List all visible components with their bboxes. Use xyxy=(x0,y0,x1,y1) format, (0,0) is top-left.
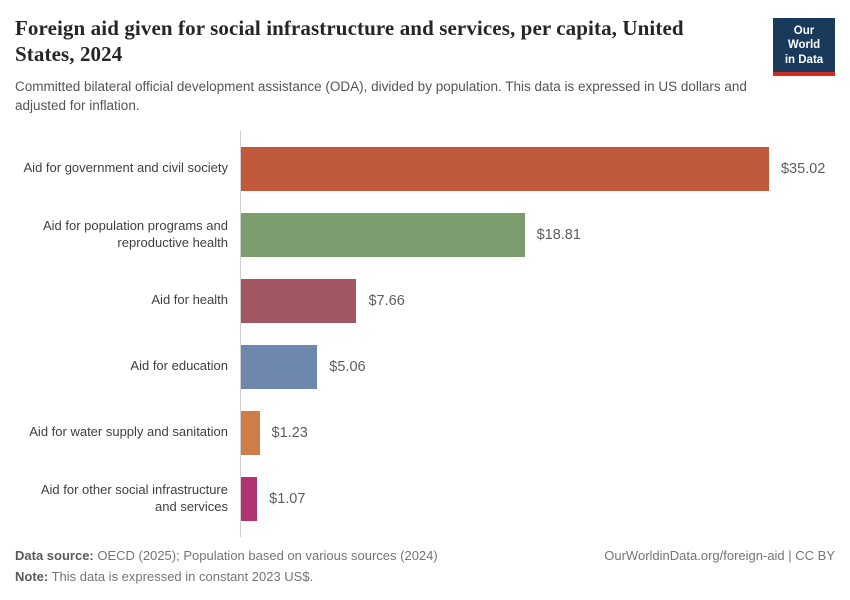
footer-link[interactable]: OurWorldinData.org/foreign-aid | CC BY xyxy=(604,548,835,564)
page-subtitle: Committed bilateral official development… xyxy=(15,79,747,114)
bar-track: $1.07 xyxy=(241,476,835,521)
value-label: $18.81 xyxy=(536,226,581,243)
chart-row: Aid for water supply and sanitation $1.2… xyxy=(29,400,835,466)
bar[interactable] xyxy=(241,278,357,323)
bar-track: $7.66 xyxy=(241,278,835,323)
bar[interactable] xyxy=(241,476,258,521)
data-source-line: Data source: OECD (2025); Population bas… xyxy=(15,546,438,567)
bar[interactable] xyxy=(241,146,769,191)
bar[interactable] xyxy=(241,212,525,257)
value-label: $5.06 xyxy=(329,358,366,375)
category-label: Aid for education xyxy=(130,358,228,374)
chart-rows: Aid for government and civil society $35… xyxy=(24,130,835,537)
category-label: Aid for population programs and reproduc… xyxy=(42,217,228,250)
value-label: $7.66 xyxy=(368,292,405,309)
category-label: Aid for other social infrastructure and … xyxy=(40,481,228,514)
owid-logo-line2: in Data xyxy=(784,53,824,66)
note-label: Note: xyxy=(15,569,49,585)
chart-row: Aid for health $7.66 xyxy=(151,268,835,334)
page-title: Foreign aid given for social infrastruct… xyxy=(15,16,684,66)
bar-track: $35.02 xyxy=(241,146,835,191)
bar[interactable] xyxy=(241,410,260,455)
chart-row: Aid for government and civil society $35… xyxy=(24,136,835,202)
bar-track: $18.81 xyxy=(241,212,835,257)
chart-header: Foreign aid given for social infrastruct… xyxy=(15,16,835,116)
note-text: This data is expressed in constant 2023 … xyxy=(48,569,314,585)
value-label: $35.02 xyxy=(780,160,826,177)
title-block: Foreign aid given for social infrastruct… xyxy=(15,16,761,116)
bar[interactable] xyxy=(241,344,318,389)
chart-row: Aid for other social infrastructure and … xyxy=(41,466,835,532)
chart-footer: Data source: OECD (2025); Population bas… xyxy=(15,546,835,588)
owid-logo-line1: Our World xyxy=(787,25,821,52)
category-label: Aid for water supply and sanitation xyxy=(29,424,228,440)
owid-logo[interactable]: Our World in Data xyxy=(773,18,835,77)
category-label: Aid for government and civil society xyxy=(23,160,228,176)
chart-row: Aid for education $5.06 xyxy=(130,334,835,400)
chart-row: Aid for population programs and reproduc… xyxy=(43,202,835,268)
value-label: $1.07 xyxy=(269,490,306,507)
bar-track: $5.06 xyxy=(241,344,835,389)
bar-track: $1.23 xyxy=(241,410,835,455)
value-label: $1.23 xyxy=(271,424,308,441)
data-source-label: Data source: xyxy=(15,548,94,564)
category-label: Aid for health xyxy=(151,292,228,308)
bar-chart: Aid for government and civil society $35… xyxy=(15,130,835,537)
data-source-text: OECD (2025); Population based on various… xyxy=(93,548,438,564)
note-line: Note: This data is expressed in constant… xyxy=(15,567,835,588)
owid-logo-box: Our World in Data xyxy=(773,18,835,77)
